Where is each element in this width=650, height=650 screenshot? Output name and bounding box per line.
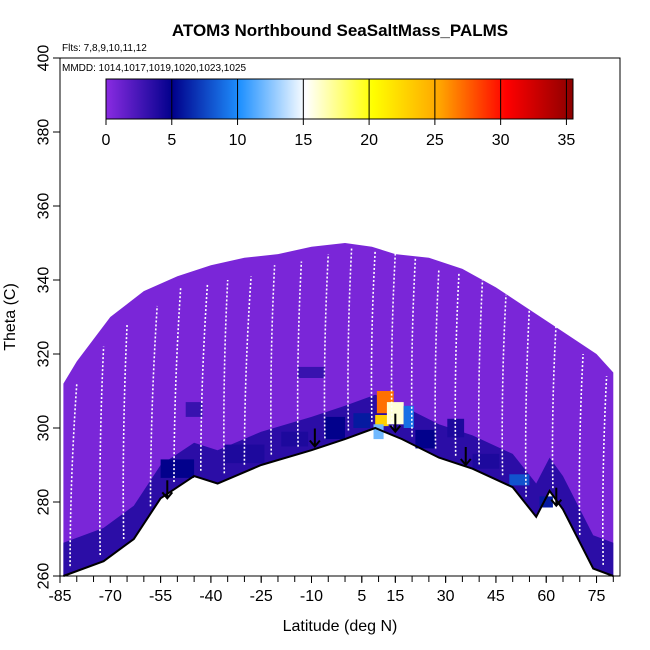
y-axis-label: Theta (C) bbox=[2, 283, 19, 351]
hotspot bbox=[224, 444, 265, 464]
flight-track bbox=[390, 254, 397, 428]
y-axis: 260 280 300 320 340 360 380 400 bbox=[36, 45, 60, 590]
flight-track bbox=[243, 276, 252, 465]
x-axis-label: Latitude (deg N) bbox=[283, 618, 398, 635]
colorbar-tick-label: 0 bbox=[102, 132, 111, 149]
hotspot bbox=[509, 474, 530, 486]
flight-track bbox=[578, 353, 584, 535]
hotspot bbox=[539, 496, 553, 508]
surface-arrows bbox=[161, 413, 563, 508]
y-tick-label: 300 bbox=[36, 415, 53, 442]
x-tick-label: 15 bbox=[386, 588, 404, 605]
x-tick-label: -55 bbox=[149, 588, 172, 605]
colorbar-tick-label: 30 bbox=[492, 132, 510, 149]
y-tick-label: 280 bbox=[36, 489, 53, 516]
x-tick-label: -10 bbox=[300, 588, 323, 605]
flight-track bbox=[602, 376, 608, 565]
arrow-head bbox=[309, 439, 321, 449]
hotspot bbox=[281, 431, 309, 447]
flight-track bbox=[347, 246, 353, 431]
x-tick-label: 75 bbox=[588, 588, 606, 605]
colorbar-tick-label: 35 bbox=[558, 132, 576, 149]
flights-label: Flts: 7,8,9,10,11,12 bbox=[62, 43, 147, 54]
hotspot bbox=[324, 416, 345, 440]
flight-track bbox=[454, 272, 460, 456]
flight-track bbox=[434, 268, 440, 449]
x-tick-label: -85 bbox=[48, 588, 71, 605]
hotspot bbox=[415, 429, 436, 449]
colorbar-tick-label: 15 bbox=[294, 132, 312, 149]
surface-band bbox=[63, 394, 614, 576]
y-tick-label: 320 bbox=[36, 341, 53, 368]
hotspot bbox=[375, 415, 389, 427]
hotspot bbox=[353, 413, 371, 428]
arrow-head bbox=[161, 491, 174, 500]
colorbar-tick-label: 25 bbox=[426, 132, 444, 149]
flight-tracks bbox=[69, 246, 608, 567]
flight-track bbox=[477, 279, 484, 465]
colorbar: 0 5 10 15 20 25 30 35 bbox=[102, 78, 576, 149]
flight-track bbox=[200, 283, 209, 471]
x-tick-label: 60 bbox=[537, 588, 555, 605]
flight-track bbox=[270, 265, 276, 455]
hotspot bbox=[373, 424, 384, 440]
x-tick-label: 30 bbox=[437, 588, 455, 605]
dates-label: MMDD: 1014,1017,1019,1020,1023,1025 bbox=[62, 63, 246, 74]
flight-track bbox=[410, 257, 417, 437]
colorbar-tick-label: 5 bbox=[167, 132, 176, 149]
plot-frame bbox=[59, 57, 621, 577]
colorbar-tick-label: 10 bbox=[229, 132, 247, 149]
y-tick-label: 400 bbox=[36, 45, 53, 72]
chart-title: ATOM3 Northbound SeaSaltMass_PALMS bbox=[172, 21, 508, 40]
y-tick-label: 260 bbox=[36, 563, 53, 590]
arrow-head bbox=[550, 499, 563, 508]
flight-track bbox=[223, 279, 229, 474]
flight-track bbox=[501, 294, 507, 476]
colorbar-gradient bbox=[105, 78, 574, 120]
x-tick-label: -40 bbox=[199, 588, 222, 605]
hotspot bbox=[298, 366, 325, 378]
flight-track bbox=[122, 324, 128, 540]
x-tick-label: 45 bbox=[487, 588, 505, 605]
arrow-head bbox=[389, 425, 402, 434]
y-tick-label: 360 bbox=[36, 193, 53, 220]
hotspot bbox=[472, 453, 500, 469]
x-tick-label: -70 bbox=[99, 588, 122, 605]
y-tick-label: 340 bbox=[36, 267, 53, 294]
colorbar-tick-label: 20 bbox=[360, 132, 378, 149]
hotspot bbox=[403, 405, 414, 428]
flight-track bbox=[524, 305, 531, 497]
flight-track bbox=[99, 346, 105, 556]
curtain-plot bbox=[63, 243, 614, 577]
flight-track bbox=[323, 254, 330, 439]
hotspot bbox=[185, 402, 203, 417]
flight-track bbox=[296, 261, 303, 447]
arrow-head bbox=[459, 458, 472, 467]
flight-track bbox=[69, 383, 78, 567]
hotspot bbox=[160, 459, 195, 478]
x-tick-label: -25 bbox=[250, 588, 273, 605]
y-tick-label: 380 bbox=[36, 119, 53, 146]
flight-track bbox=[149, 305, 158, 507]
x-tick-label: 5 bbox=[357, 588, 366, 605]
surface-line bbox=[63, 426, 614, 577]
flight-track bbox=[551, 320, 558, 489]
x-axis: -85 -70 -55 -40 -25 -10 5 15 30 45 60 75 bbox=[48, 576, 614, 605]
